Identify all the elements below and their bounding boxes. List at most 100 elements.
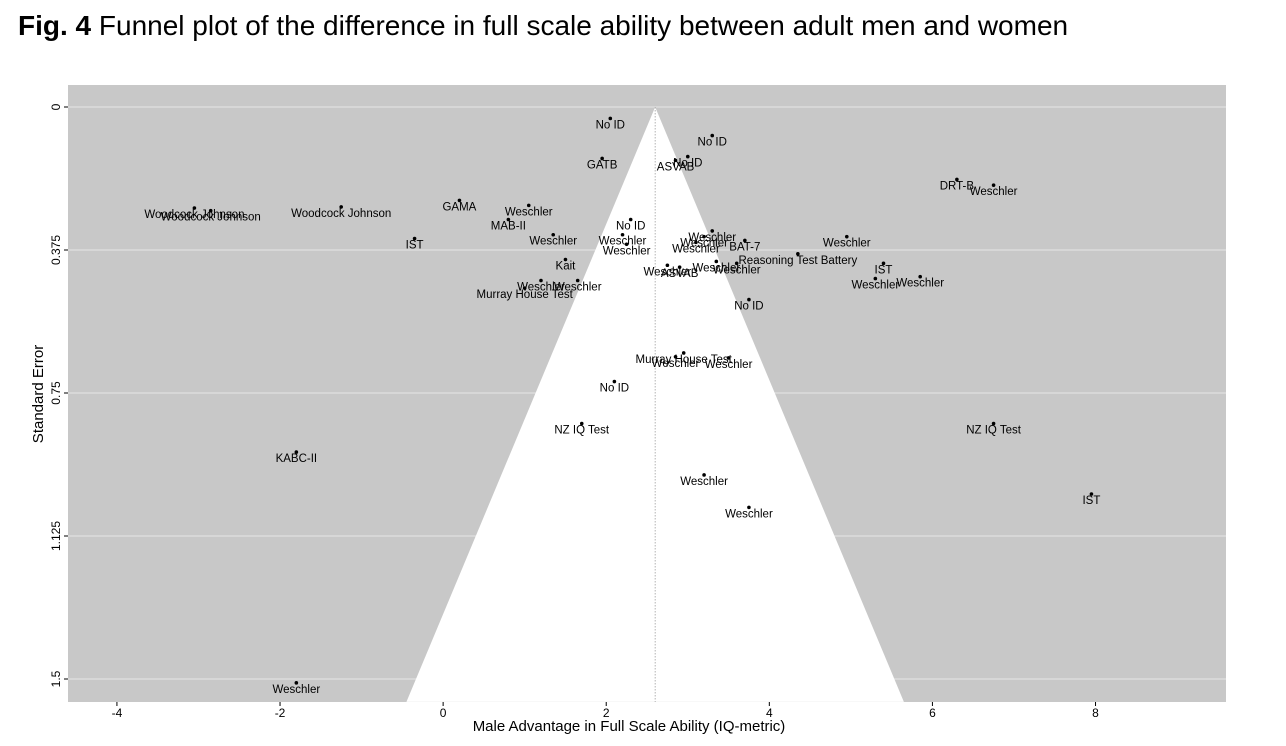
data-point-label: Weschler <box>603 245 651 257</box>
data-point <box>991 421 996 426</box>
data-point <box>522 286 527 290</box>
y-tick-label: 0.375 <box>49 235 63 265</box>
y-tick-label: 0 <box>49 103 63 110</box>
data-point-label: GAMA <box>442 201 476 213</box>
data-point-label: NZ IQ Test <box>966 425 1022 437</box>
data-point <box>575 278 580 283</box>
data-point-label: KABC-II <box>276 453 318 465</box>
data-point <box>747 505 751 510</box>
data-point-label: Weschler <box>896 278 944 290</box>
y-tick-label: 0.75 <box>49 381 63 405</box>
data-point-label: Weschler <box>529 236 577 248</box>
data-point-label: BAT-7 <box>729 241 760 253</box>
data-point <box>208 208 213 213</box>
data-point-label: Murray House Test <box>636 354 733 366</box>
data-point-label: Weschler <box>680 238 728 250</box>
data-point-label: IST <box>1082 495 1100 507</box>
data-point <box>526 203 531 208</box>
data-point <box>710 133 715 138</box>
figure-title: Fig. 4 Funnel plot of the difference in … <box>18 10 1068 42</box>
data-point <box>694 240 698 245</box>
data-point-label: Weschler <box>554 282 602 294</box>
data-point <box>563 257 568 262</box>
data-point-label: No ID <box>616 220 645 232</box>
x-tick-label: 6 <box>929 706 936 720</box>
data-point <box>612 379 617 384</box>
data-point <box>726 356 731 360</box>
data-point <box>677 265 682 269</box>
data-point-label: IST <box>875 264 893 276</box>
data-point <box>506 217 511 222</box>
data-point-label: ASVAB <box>657 161 695 173</box>
data-point <box>796 252 800 256</box>
data-point-label: Woodcock Johnson <box>144 209 244 221</box>
x-tick-label: -2 <box>275 706 286 720</box>
x-tick-label: 4 <box>766 706 773 720</box>
data-point-label: Woodcock Johnson <box>291 208 391 220</box>
data-point <box>294 450 299 454</box>
data-point <box>192 206 197 210</box>
data-point-label: Weschler <box>688 232 736 244</box>
data-point <box>685 154 690 159</box>
data-point-label: Weschler <box>705 359 753 371</box>
data-point <box>710 229 715 233</box>
data-point-label: Reasoning Test Battery <box>739 255 858 267</box>
data-point <box>624 242 629 247</box>
data-point-label: Weschler <box>272 684 320 696</box>
data-point-label: IST <box>406 240 424 252</box>
data-point <box>665 263 670 268</box>
data-point <box>734 261 739 266</box>
data-point <box>628 217 633 222</box>
data-point <box>673 354 678 359</box>
data-point <box>991 183 996 187</box>
data-point-label: Weschler <box>725 508 773 520</box>
data-point <box>918 274 922 279</box>
x-tick-label: -4 <box>112 706 123 720</box>
data-point <box>539 278 543 283</box>
data-point-label: ASVAB <box>661 268 699 280</box>
data-point <box>608 116 613 121</box>
x-axis-title: Male Advantage in Full Scale Ability (IQ… <box>473 718 786 735</box>
x-tick-label: 0 <box>440 706 447 720</box>
data-point-label: No ID <box>596 119 625 131</box>
x-tick-label: 2 <box>603 706 610 720</box>
data-point-label: Weschler <box>851 280 899 292</box>
data-point-label: No ID <box>600 383 629 395</box>
data-point <box>743 238 747 243</box>
y-tick-label: 1.5 <box>49 670 63 687</box>
data-point-label: Murray House Test <box>477 289 574 301</box>
data-point <box>579 421 584 426</box>
data-point <box>339 205 343 209</box>
figure-label: Fig. 4 <box>18 10 92 41</box>
x-tick-label: 8 <box>1092 706 1099 720</box>
data-point <box>412 236 417 241</box>
y-tick-label: 1.125 <box>49 521 63 551</box>
data-point <box>294 681 299 685</box>
data-point-label: GATB <box>587 159 618 171</box>
data-point <box>620 232 625 237</box>
data-point-label: DRT-B <box>940 180 975 192</box>
data-point-label: No ID <box>734 301 763 313</box>
data-point-label: Woodcock Johnson <box>161 212 261 224</box>
data-point-label: No ID <box>698 137 727 149</box>
data-point-label: Weschler <box>692 262 740 274</box>
y-axis-title: Standard Error <box>30 345 47 443</box>
data-point <box>873 276 878 281</box>
data-point-label: Kait <box>556 261 577 273</box>
data-point <box>881 261 886 266</box>
data-point-label: Weschler <box>517 282 565 294</box>
data-point-label: NZ IQ Test <box>554 425 610 437</box>
data-point <box>673 158 678 163</box>
data-point <box>714 259 719 264</box>
data-point-label: Weschler <box>599 236 647 248</box>
data-point <box>747 297 751 302</box>
data-point-label: MAB-II <box>491 220 526 232</box>
data-point-label: Weschler <box>644 266 692 278</box>
data-point-label: Weschler <box>672 243 720 255</box>
data-point <box>844 234 849 239</box>
data-point <box>681 351 686 355</box>
data-point <box>1089 492 1094 496</box>
figure-title-text: Funnel plot of the difference in full sc… <box>98 10 1069 41</box>
data-point <box>551 232 556 237</box>
